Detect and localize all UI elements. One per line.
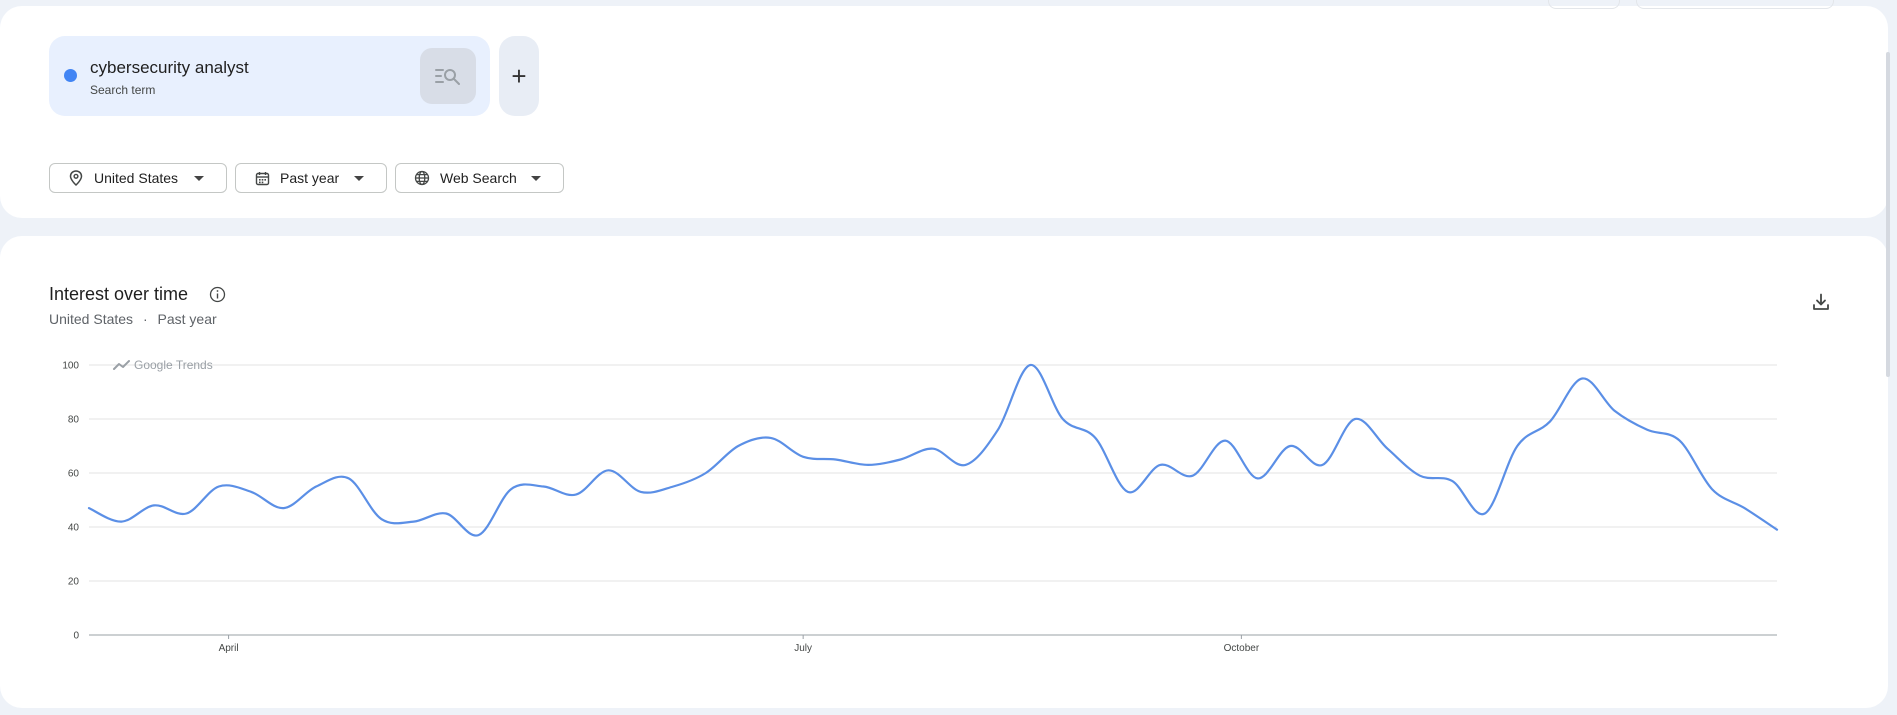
calendar-icon xyxy=(254,170,270,186)
y-tick-label: 80 xyxy=(68,415,80,426)
chart-title: Interest over time xyxy=(49,284,189,304)
trend-icon xyxy=(113,360,130,370)
chart-grid xyxy=(89,364,1777,636)
chevron-down-icon xyxy=(531,176,541,181)
search-list-icon xyxy=(435,69,460,85)
y-tick-label: 0 xyxy=(73,631,79,642)
download-icon[interactable] xyxy=(1811,292,1831,317)
time-range-filter[interactable]: Past year xyxy=(235,163,387,193)
y-tick-label: 100 xyxy=(62,361,79,372)
globe-icon xyxy=(414,170,430,186)
chevron-down-icon xyxy=(354,176,364,181)
interest-over-time-card xyxy=(0,236,1888,708)
search-term-name: cybersecurity analyst xyxy=(90,58,249,77)
x-axis: AprilJulyOctober2026 xyxy=(219,635,1260,654)
subtitle-location: United States xyxy=(49,311,134,327)
x-tick-label: April xyxy=(219,643,239,654)
location-filter-label: United States xyxy=(94,170,179,186)
search-term-card[interactable]: cybersecurity analyst Search term xyxy=(49,36,490,116)
scrollbar-thumb[interactable] xyxy=(1886,52,1890,377)
y-tick-label: 40 xyxy=(68,523,80,534)
search-property-filter[interactable]: Web Search xyxy=(395,163,564,193)
search-term-type: Search term xyxy=(90,83,156,97)
subtitle-range: Past year xyxy=(157,311,217,327)
series-color-dot xyxy=(64,69,77,82)
subtitle-separator: · xyxy=(142,311,148,327)
chevron-down-icon xyxy=(194,176,204,181)
search-term-options-button[interactable] xyxy=(420,48,476,104)
y-axis-ticks: 0 20 40 60 80 100 xyxy=(62,361,79,642)
y-tick-label: 60 xyxy=(68,469,80,480)
info-icon[interactable] xyxy=(209,286,226,308)
plus-icon: + xyxy=(511,60,527,91)
series-line-cybersecurity-analyst xyxy=(87,363,1779,537)
watermark: Google Trends xyxy=(113,358,213,372)
location-pin-icon xyxy=(68,170,84,186)
x-tick-label: October xyxy=(1224,643,1260,654)
watermark-text: Google Trends xyxy=(134,358,213,372)
add-comparison-button[interactable]: + xyxy=(499,36,539,116)
chart-subtitle: United States · Past year xyxy=(49,311,217,327)
search-property-filter-label: Web Search xyxy=(440,170,517,186)
location-filter[interactable]: United States xyxy=(49,163,227,193)
y-tick-label: 20 xyxy=(68,577,80,588)
time-range-filter-label: Past year xyxy=(280,170,340,186)
x-tick-label: July xyxy=(794,643,812,654)
